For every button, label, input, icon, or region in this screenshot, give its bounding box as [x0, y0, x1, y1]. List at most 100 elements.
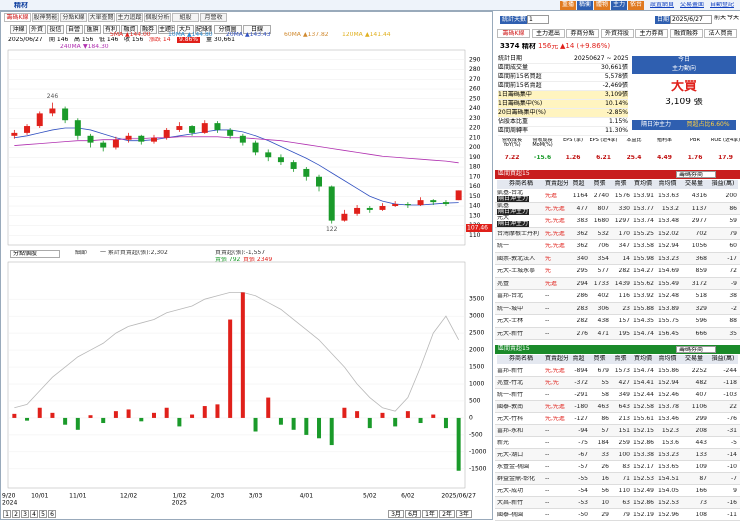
- stat-value: 5,578張: [574, 73, 628, 82]
- annotation: 246: [47, 93, 59, 100]
- cell: 國泰-桃園: [497, 512, 544, 518]
- cell: -103: [708, 392, 737, 398]
- candle-body: [392, 204, 398, 206]
- bar: [406, 411, 410, 418]
- cell: 153.91: [631, 193, 654, 199]
- candle-body: [341, 214, 347, 221]
- cell: 154.74: [631, 331, 654, 337]
- table-selector[interactable]: 籌碼券商: [676, 171, 716, 178]
- bar: [241, 292, 245, 418]
- top-button[interactable]: 體物: [594, 1, 610, 10]
- cell: 807: [589, 206, 609, 212]
- cell: 永豐金-桃園: [497, 464, 544, 470]
- candle-body: [303, 169, 309, 177]
- page-button[interactable]: 5: [39, 510, 47, 518]
- cell: 706: [589, 243, 609, 249]
- tab[interactable]: 籌碼K線: [497, 29, 530, 38]
- tab[interactable]: 外資持股: [601, 29, 634, 38]
- cell: 283: [568, 306, 588, 312]
- cell: 383: [568, 218, 588, 224]
- candle-body: [113, 140, 119, 148]
- fund-header: EPS (近4季): [589, 138, 619, 152]
- column-header: 買超: [568, 180, 589, 189]
- cell: --: [545, 331, 567, 337]
- bar: [25, 418, 29, 421]
- cell: 286: [568, 293, 588, 299]
- cell: 154.51: [655, 476, 679, 482]
- period-button[interactable]: 1年: [422, 510, 438, 518]
- top-button[interactable]: 重播: [560, 1, 576, 10]
- cell: 88: [708, 318, 737, 324]
- page-button[interactable]: 3: [21, 510, 29, 518]
- column-header: 賣張: [610, 355, 631, 364]
- cell: 29: [589, 512, 609, 518]
- period-button[interactable]: 6月: [405, 510, 421, 518]
- cell: 72: [708, 268, 737, 274]
- table-selector[interactable]: 籌碼券商: [676, 346, 716, 353]
- page-button[interactable]: 4: [30, 510, 38, 518]
- candle-body: [367, 208, 373, 210]
- top-link[interactable]: 設置網頁: [650, 2, 674, 8]
- y-tick-label: 3500: [469, 296, 484, 303]
- period-button[interactable]: 2年: [439, 510, 455, 518]
- stat-value: 20250627 ~ 20250627: [574, 55, 628, 64]
- bar: [431, 415, 435, 418]
- candle-body: [379, 206, 385, 210]
- page-button[interactable]: 1: [3, 510, 11, 518]
- period-button[interactable]: 3月: [388, 510, 404, 518]
- bar: [393, 418, 397, 426]
- cell: 295: [568, 268, 588, 274]
- tag: 隔日沖主力: [497, 221, 529, 227]
- cell: 151: [610, 428, 630, 434]
- today-button[interactable]: 今天: [727, 15, 739, 21]
- page-button[interactable]: 6: [48, 510, 56, 518]
- cell: -372: [568, 380, 588, 386]
- tab[interactable]: 主力券商: [635, 29, 668, 38]
- page-button[interactable]: 2: [12, 510, 20, 518]
- tab[interactable]: 法人買賣: [704, 29, 737, 38]
- cell: 154.74: [631, 368, 654, 374]
- top-button[interactable]: 主力: [611, 1, 627, 10]
- period-button[interactable]: 3年: [456, 510, 472, 518]
- tag: 隔日沖主力: [497, 209, 529, 215]
- top-link[interactable]: 自動登記: [710, 2, 734, 8]
- cell: 先,先進: [545, 416, 567, 422]
- y-tick-label: 0: [469, 414, 473, 421]
- cell: 108: [680, 512, 707, 518]
- stat-label: 1日籌碼集中: [498, 91, 574, 100]
- cell: 新光: [497, 440, 544, 446]
- cell: 先: [545, 268, 567, 274]
- cell: 1733: [589, 281, 609, 287]
- candle-body: [214, 123, 220, 130]
- cell: 152.49: [631, 488, 654, 494]
- bar: [228, 320, 232, 418]
- cell: 先進: [545, 281, 567, 287]
- cell: -7: [708, 476, 737, 482]
- cell: 152.94: [655, 243, 679, 249]
- box-ratio: 買超占比6.60%: [680, 120, 736, 130]
- cell: 208: [680, 428, 707, 434]
- cell: -50: [568, 512, 588, 518]
- days-select[interactable]: 1: [527, 15, 549, 24]
- date-label: 日期: [655, 16, 671, 24]
- tab[interactable]: 主力進出: [532, 29, 565, 38]
- cell: 國票-敦北法人: [497, 256, 544, 262]
- tab[interactable]: 券商分點: [566, 29, 599, 38]
- prev-button[interactable]: 前天: [714, 15, 726, 21]
- top-button[interactable]: 依台: [628, 1, 644, 10]
- top-link[interactable]: 交易畫面: [680, 2, 704, 8]
- cell: 35: [708, 331, 737, 337]
- cell: 富邦-台北: [497, 293, 544, 299]
- bar: [76, 418, 80, 430]
- cell: 元大-士林: [497, 318, 544, 324]
- cell: 155.61: [631, 416, 654, 422]
- cell: 407: [680, 392, 707, 398]
- top-button[interactable]: 稱衡: [577, 1, 593, 10]
- stock-price: 156元: [538, 43, 558, 50]
- fund-value: 1.76: [680, 155, 710, 161]
- tab[interactable]: 融資融券: [670, 29, 703, 38]
- date-input[interactable]: 2025/6/27: [670, 15, 712, 24]
- candle-body: [240, 136, 246, 143]
- cell: 3172: [680, 281, 707, 287]
- cell: 330: [610, 206, 630, 212]
